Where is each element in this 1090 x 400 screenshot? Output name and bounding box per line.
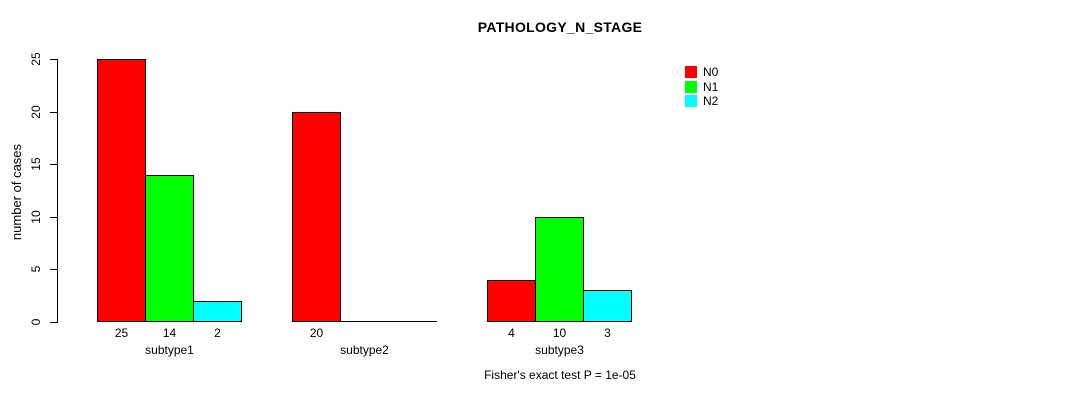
legend-label: N1 bbox=[703, 79, 719, 94]
y-axis-line bbox=[57, 59, 58, 323]
legend-item-N0: N0 bbox=[685, 66, 718, 78]
bar-subtype1-N1 bbox=[145, 175, 194, 322]
y-axis-tick-label: 25 bbox=[29, 52, 43, 66]
y-axis-tick-label: 0 bbox=[29, 318, 43, 326]
bar-subtype2-N0 bbox=[292, 112, 341, 322]
legend: N0 N1 N2 bbox=[685, 66, 718, 110]
legend-swatch-N2 bbox=[685, 95, 697, 107]
y-axis-tick-label: 15 bbox=[29, 157, 43, 171]
bar-subtype2-N2 bbox=[388, 321, 437, 322]
bar-value-label: 2 bbox=[214, 326, 221, 340]
bar-value-label: 3 bbox=[604, 326, 611, 340]
bar-value-label: 10 bbox=[552, 326, 567, 340]
bar-subtype3-N2 bbox=[583, 290, 632, 322]
bar-value-label: 4 bbox=[508, 326, 515, 340]
legend-swatch-N1 bbox=[685, 80, 697, 93]
legend-swatch-N0 bbox=[685, 66, 697, 78]
bar-subtype1-N2 bbox=[193, 301, 242, 322]
y-axis-tick bbox=[50, 112, 57, 113]
legend-item-N2: N2 bbox=[685, 95, 718, 107]
bar-subtype1-N0 bbox=[97, 59, 146, 322]
y-axis-tick-label: 5 bbox=[29, 265, 43, 273]
y-axis-tick bbox=[50, 59, 57, 60]
legend-label: N0 bbox=[703, 65, 719, 79]
y-axis-tick bbox=[50, 164, 57, 165]
y-axis-tick bbox=[50, 269, 57, 270]
bar-value-label: 20 bbox=[309, 326, 324, 340]
legend-label: N2 bbox=[703, 94, 719, 108]
bar-value-label: 14 bbox=[162, 326, 177, 340]
y-axis-tick bbox=[50, 217, 57, 218]
chart-title: PATHOLOGY_N_STAGE bbox=[477, 19, 643, 35]
x-category-label-subtype2: subtype2 bbox=[340, 343, 389, 357]
x-category-label-subtype1: subtype1 bbox=[145, 343, 194, 357]
y-axis-tick-label: 20 bbox=[29, 105, 43, 119]
bar-subtype3-N0 bbox=[487, 280, 536, 322]
bar-value-label: 25 bbox=[114, 326, 129, 340]
x-category-label-subtype3: subtype3 bbox=[535, 343, 584, 357]
y-axis-label: number of cases bbox=[9, 143, 24, 241]
y-axis-tick-label: 10 bbox=[29, 210, 43, 224]
bar-subtype2-N1 bbox=[340, 321, 389, 322]
bar-subtype3-N1 bbox=[535, 217, 584, 322]
legend-item-N1: N1 bbox=[685, 79, 719, 94]
y-axis-tick bbox=[50, 322, 57, 323]
fisher-test-annotation: Fisher's exact test P = 1e-05 bbox=[484, 368, 636, 382]
